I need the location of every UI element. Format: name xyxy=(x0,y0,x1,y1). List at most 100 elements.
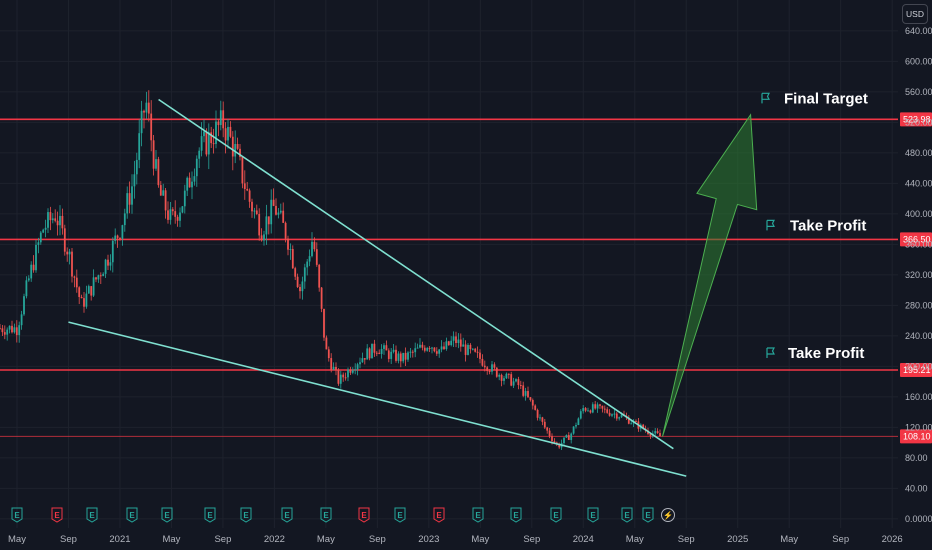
event-marker-glyph: ⚡ xyxy=(663,510,673,520)
candle-body xyxy=(419,344,421,348)
projection-arrow xyxy=(662,113,758,437)
candle-body xyxy=(462,344,465,347)
candle-body xyxy=(522,385,525,396)
event-marker-glyph: E xyxy=(645,511,651,520)
candle-body xyxy=(570,433,573,440)
earnings-icon xyxy=(550,507,562,523)
earnings-icon xyxy=(358,507,370,523)
candle-body xyxy=(32,264,35,271)
candle-body xyxy=(44,227,47,230)
candle-body xyxy=(486,367,489,371)
event-marker[interactable]: E xyxy=(510,507,522,523)
event-marker[interactable]: E xyxy=(550,507,562,523)
candle-body xyxy=(80,296,83,299)
earnings-icon xyxy=(394,507,406,523)
candle-body xyxy=(174,211,177,217)
candle-body xyxy=(493,364,496,368)
event-marker-glyph: E xyxy=(14,511,20,520)
earnings-icon xyxy=(51,507,63,523)
event-marker[interactable]: ⚡ xyxy=(661,508,675,522)
event-marker[interactable]: E xyxy=(240,507,252,523)
earnings-icon xyxy=(240,507,252,523)
candle-body xyxy=(426,348,429,351)
time-tick-label: May xyxy=(317,534,335,545)
event-marker[interactable]: E xyxy=(642,507,654,523)
candle-body xyxy=(210,132,213,144)
time-tick-label: Sep xyxy=(832,534,849,545)
event-marker[interactable]: E xyxy=(587,507,599,523)
event-marker[interactable]: E xyxy=(126,507,138,523)
earnings-icon xyxy=(621,507,633,523)
candle-body xyxy=(332,367,335,370)
candle-body xyxy=(15,327,18,336)
candle-body xyxy=(219,110,222,126)
time-tick-label: 2022 xyxy=(264,534,285,545)
event-marker[interactable]: E xyxy=(621,507,633,523)
event-marker[interactable]: E xyxy=(472,507,484,523)
candle-body xyxy=(162,190,165,196)
trendlines xyxy=(68,98,687,477)
event-marker-glyph: E xyxy=(164,511,170,520)
candle-body xyxy=(111,240,114,263)
time-axis[interactable]: May Sep 2021 May Sep 2022 May Sep 2023 May Sep 2024… xyxy=(8,534,903,545)
price-level-value: 195.21 xyxy=(903,365,931,375)
candle-body xyxy=(659,433,661,437)
event-marker[interactable]: E xyxy=(394,507,406,523)
candle-body xyxy=(277,212,280,215)
candle-body xyxy=(399,353,402,362)
candle-body xyxy=(306,261,309,268)
candle-body xyxy=(351,370,354,373)
candle-body xyxy=(114,235,117,241)
event-marker[interactable]: E xyxy=(51,507,63,523)
price-tick-label: 440.00 xyxy=(905,178,932,188)
time-tick-label: Sep xyxy=(214,534,231,545)
earnings-icon xyxy=(204,507,216,523)
candle-body xyxy=(37,242,40,245)
chart-grid xyxy=(0,0,898,528)
time-tick-label: Sep xyxy=(60,534,77,545)
candle-body xyxy=(30,264,33,279)
candle-body xyxy=(207,132,210,155)
candle-body xyxy=(272,199,275,206)
flag-icon xyxy=(761,92,770,104)
candle-body xyxy=(587,410,589,412)
event-marker[interactable]: E xyxy=(161,507,173,523)
candle-body xyxy=(287,238,289,250)
candle-body xyxy=(385,345,388,351)
time-tick-label: Sep xyxy=(523,534,540,545)
candle-body xyxy=(483,365,486,368)
time-tick-label: May xyxy=(780,534,798,545)
event-marker[interactable]: E xyxy=(358,507,370,523)
candle-body xyxy=(342,374,345,378)
candle-body xyxy=(284,222,287,239)
candle-body xyxy=(35,244,37,271)
price-axis[interactable]: 0.0000 40.00 80.00 120.00 160.00 200.00 240.00… xyxy=(905,26,932,524)
price-level-value: 108.10 xyxy=(903,431,931,441)
candle-body xyxy=(311,241,313,257)
event-marker[interactable]: E xyxy=(320,507,332,523)
candle-body xyxy=(443,346,445,350)
event-marker[interactable]: E xyxy=(11,507,23,523)
event-marker[interactable]: E xyxy=(433,507,445,523)
currency-button[interactable]: USD xyxy=(902,4,928,24)
candle-body xyxy=(135,159,138,175)
candle-body xyxy=(325,337,328,350)
annotation-label: Final Target xyxy=(784,90,868,107)
event-marker[interactable]: E xyxy=(204,507,216,523)
event-marker[interactable]: E xyxy=(86,507,98,523)
candle-body xyxy=(73,276,76,278)
candle-body xyxy=(6,329,9,335)
event-marker-glyph: E xyxy=(284,511,290,520)
candle-body xyxy=(42,229,45,233)
candle-body xyxy=(630,423,633,425)
candle-body xyxy=(260,235,263,241)
candle-body xyxy=(491,364,493,372)
candle-body xyxy=(121,225,124,239)
earnings-icon xyxy=(642,507,654,523)
annotation-flag: Final Target xyxy=(761,90,868,107)
annotation-flag: Take Profit xyxy=(766,217,866,234)
event-marker[interactable]: E xyxy=(281,507,293,523)
candle-body xyxy=(66,251,69,255)
price-tick-label: 200.00 xyxy=(905,361,932,371)
